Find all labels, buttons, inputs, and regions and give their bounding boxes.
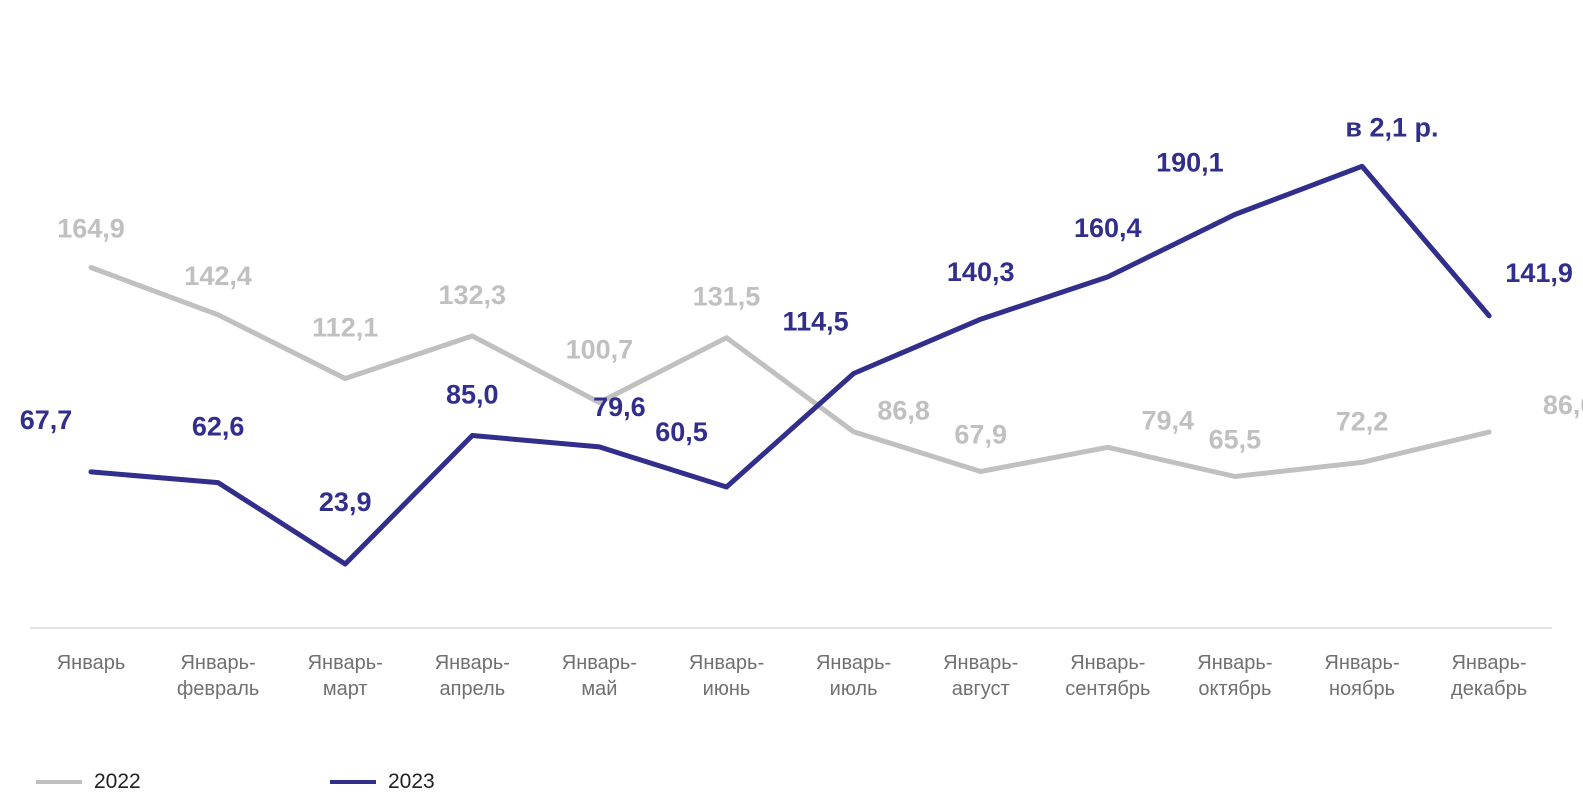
x-tick-label-10: Январь-ноябрь xyxy=(1324,652,1399,700)
data-label-2022-8: 79,4 xyxy=(1142,405,1195,435)
x-tick-label-7: Январь-август xyxy=(943,652,1018,700)
data-label-2023-2: 23,9 xyxy=(319,487,372,517)
data-label-2022-7: 67,9 xyxy=(954,420,1007,450)
data-label-2023-11: 141,9 xyxy=(1505,258,1573,288)
data-label-2022-0: 164,9 xyxy=(57,214,125,244)
series-line-2023 xyxy=(88,163,1492,567)
legend-swatch-2022 xyxy=(36,780,82,784)
data-label-2022-5: 131,5 xyxy=(693,282,761,312)
data-label-2023-3: 85,0 xyxy=(446,380,499,410)
data-label-2022-1: 142,4 xyxy=(184,261,252,291)
x-tick-label-9: Январь-октябрь xyxy=(1197,652,1272,700)
data-label-2023-9: 190,1 xyxy=(1156,148,1224,178)
data-label-2022-9: 65,5 xyxy=(1209,425,1262,455)
data-label-2022-10: 72,2 xyxy=(1336,406,1389,436)
x-tick-label-5: Январь-июнь xyxy=(689,652,764,700)
legend-label-2023: 2023 xyxy=(388,770,435,793)
data-label-2023-8: 160,4 xyxy=(1074,213,1142,243)
data-label-2023-0: 67,7 xyxy=(20,405,73,435)
x-tick-label-3: Январь-апрель xyxy=(435,652,510,700)
x-tick-label-11: Январь-декабрь xyxy=(1451,652,1527,700)
x-tick-label-1: Январь-февраль xyxy=(177,652,260,700)
data-label-2023-1: 62,6 xyxy=(192,412,245,442)
series-line-2022 xyxy=(88,265,1492,479)
data-label-2023-7: 140,3 xyxy=(947,257,1015,287)
legend-label-2022: 2022 xyxy=(94,770,141,793)
data-label-2023-10: в 2,1 р. xyxy=(1345,112,1438,142)
data-label-2022-2: 112,1 xyxy=(312,313,378,343)
x-tick-label-8: Январь-сентябрь xyxy=(1065,652,1150,700)
x-tick-label-2: Январь-март xyxy=(308,652,383,700)
data-label-2023-5: 60,5 xyxy=(655,417,708,447)
legend-swatch-2023 xyxy=(330,780,376,784)
data-label-2022-11: 86,6 xyxy=(1543,390,1583,420)
data-label-2022-6: 86,8 xyxy=(877,396,930,426)
data-label-2023-4: 79,6 xyxy=(593,392,646,422)
data-label-2022-4: 100,7 xyxy=(566,335,634,365)
x-tick-label-4: Январь-май xyxy=(562,652,637,700)
x-tick-label-0: Январь xyxy=(57,652,126,674)
data-label-2022-3: 132,3 xyxy=(439,280,507,310)
data-label-2023-6: 114,5 xyxy=(783,307,849,337)
legend-item-2023: 2023 xyxy=(330,770,435,794)
legend-item-2022: 2022 xyxy=(36,770,141,794)
x-tick-label-6: Январь-июль xyxy=(816,652,891,700)
